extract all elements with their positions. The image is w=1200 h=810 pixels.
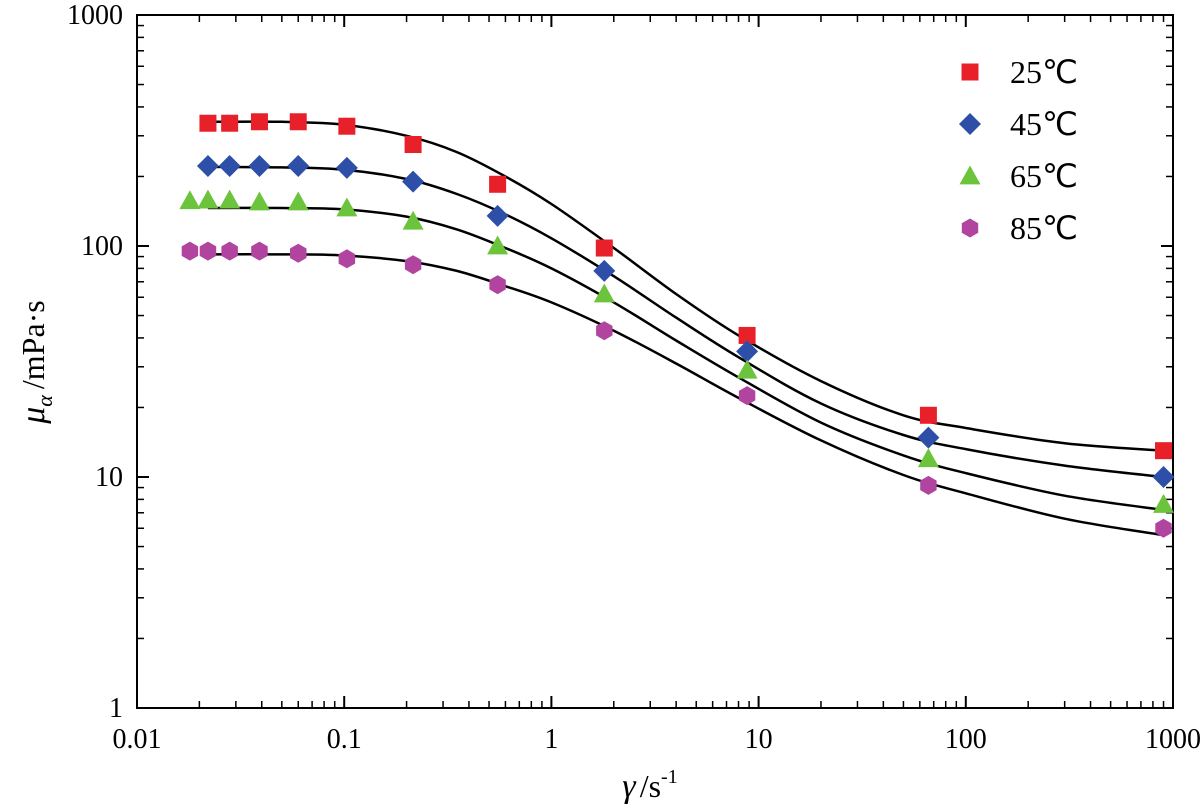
- data-point-series-1: [919, 406, 937, 424]
- y-tick-label: 100: [81, 231, 123, 262]
- data-point-series-3: [917, 448, 939, 468]
- legend-label-2: 45℃: [1010, 106, 1078, 142]
- legend-label-1: 25℃: [1010, 54, 1078, 90]
- tick-labels: 0.01 0.1 1 10 100 1000 1 10 100 1000: [67, 0, 1200, 755]
- data-point-series-3: [248, 191, 270, 211]
- data-points: [179, 113, 1175, 538]
- fit-curve-3: [207, 206, 1164, 512]
- x-axis-label: γ/s-1: [622, 766, 677, 805]
- data-point-series-4: [338, 249, 356, 269]
- data-point-series-2: [287, 154, 310, 177]
- data-point-series-1: [289, 113, 307, 131]
- data-point-series-2: [196, 154, 219, 177]
- x-axis-superscript: -1: [661, 766, 678, 788]
- data-point-series-3: [736, 359, 758, 379]
- data-point-series-1: [199, 114, 217, 132]
- data-point-series-2: [218, 154, 241, 177]
- legend-marker-1: [961, 63, 979, 81]
- data-point-series-2: [593, 259, 616, 282]
- data-point-series-3: [179, 190, 201, 210]
- x-tick-label: 0.1: [327, 724, 362, 755]
- data-point-series-3: [1153, 494, 1175, 513]
- data-point-series-3: [219, 189, 241, 209]
- axis-ticks: [136, 14, 1174, 709]
- data-point-series-3: [593, 283, 615, 303]
- x-tick-label: 0.01: [113, 724, 162, 755]
- data-point-series-1: [250, 113, 268, 131]
- fit-curve-2: [207, 165, 1164, 479]
- x-tick-label: 10: [745, 724, 773, 755]
- x-tick-label: 1: [544, 724, 558, 755]
- data-point-series-3: [287, 191, 309, 211]
- y-tick-label: 1000: [67, 0, 123, 31]
- legend-marker-4: [961, 218, 979, 238]
- data-point-series-4: [920, 475, 937, 495]
- data-point-series-2: [248, 154, 271, 177]
- data-point-series-2: [402, 170, 425, 193]
- legend-marker-2: [959, 113, 981, 135]
- data-point-series-4: [738, 386, 756, 406]
- data-point-series-1: [338, 117, 356, 135]
- data-point-series-4: [1155, 518, 1172, 538]
- x-axis-symbol: γ: [622, 768, 637, 805]
- data-point-series-4: [199, 241, 217, 261]
- data-point-series-4: [404, 255, 422, 275]
- data-point-series-4: [181, 241, 199, 261]
- data-point-series-2: [335, 156, 358, 179]
- y-tick-label: 1: [109, 693, 123, 724]
- legend-label-3: 65℃: [1010, 158, 1078, 194]
- data-point-series-4: [489, 275, 506, 295]
- data-point-series-2: [917, 426, 940, 449]
- data-point-series-1: [404, 136, 422, 154]
- data-point-series-3: [402, 210, 424, 230]
- plot-frame: [136, 14, 1174, 709]
- data-point-series-2: [736, 340, 759, 363]
- data-point-series-4: [221, 241, 238, 261]
- x-tick-label: 1000: [1145, 724, 1200, 755]
- fit-curve-4: [207, 253, 1164, 537]
- data-point-series-4: [251, 241, 268, 261]
- data-point-series-1: [738, 326, 756, 344]
- y-axis-subscript: α: [32, 395, 57, 407]
- data-point-series-3: [336, 197, 358, 217]
- data-point-series-2: [1152, 466, 1175, 488]
- data-point-series-2: [486, 204, 509, 227]
- legend-label-4: 85℃: [1010, 210, 1078, 246]
- y-axis-symbol: μ: [15, 407, 52, 425]
- y-axis-unit: /mPa·s: [15, 300, 51, 389]
- data-point-series-1: [595, 239, 613, 257]
- data-point-series-4: [596, 321, 613, 341]
- data-point-series-3: [197, 189, 219, 209]
- y-axis-label: μα/mPa·s: [15, 300, 57, 425]
- data-point-series-1: [489, 175, 507, 193]
- x-axis-unit: /s: [640, 768, 661, 804]
- data-point-series-3: [487, 235, 509, 255]
- data-point-series-1: [221, 114, 239, 132]
- legend-marker-3: [959, 165, 981, 185]
- x-tick-label: 100: [945, 724, 987, 755]
- fit-curves: [207, 120, 1164, 537]
- legend: 25℃ 45℃ 65℃ 85℃: [959, 54, 1078, 246]
- fit-curve-1: [207, 120, 1164, 452]
- y-tick-label: 10: [95, 462, 123, 493]
- data-point-series-1: [1155, 442, 1173, 460]
- data-point-series-4: [290, 243, 307, 263]
